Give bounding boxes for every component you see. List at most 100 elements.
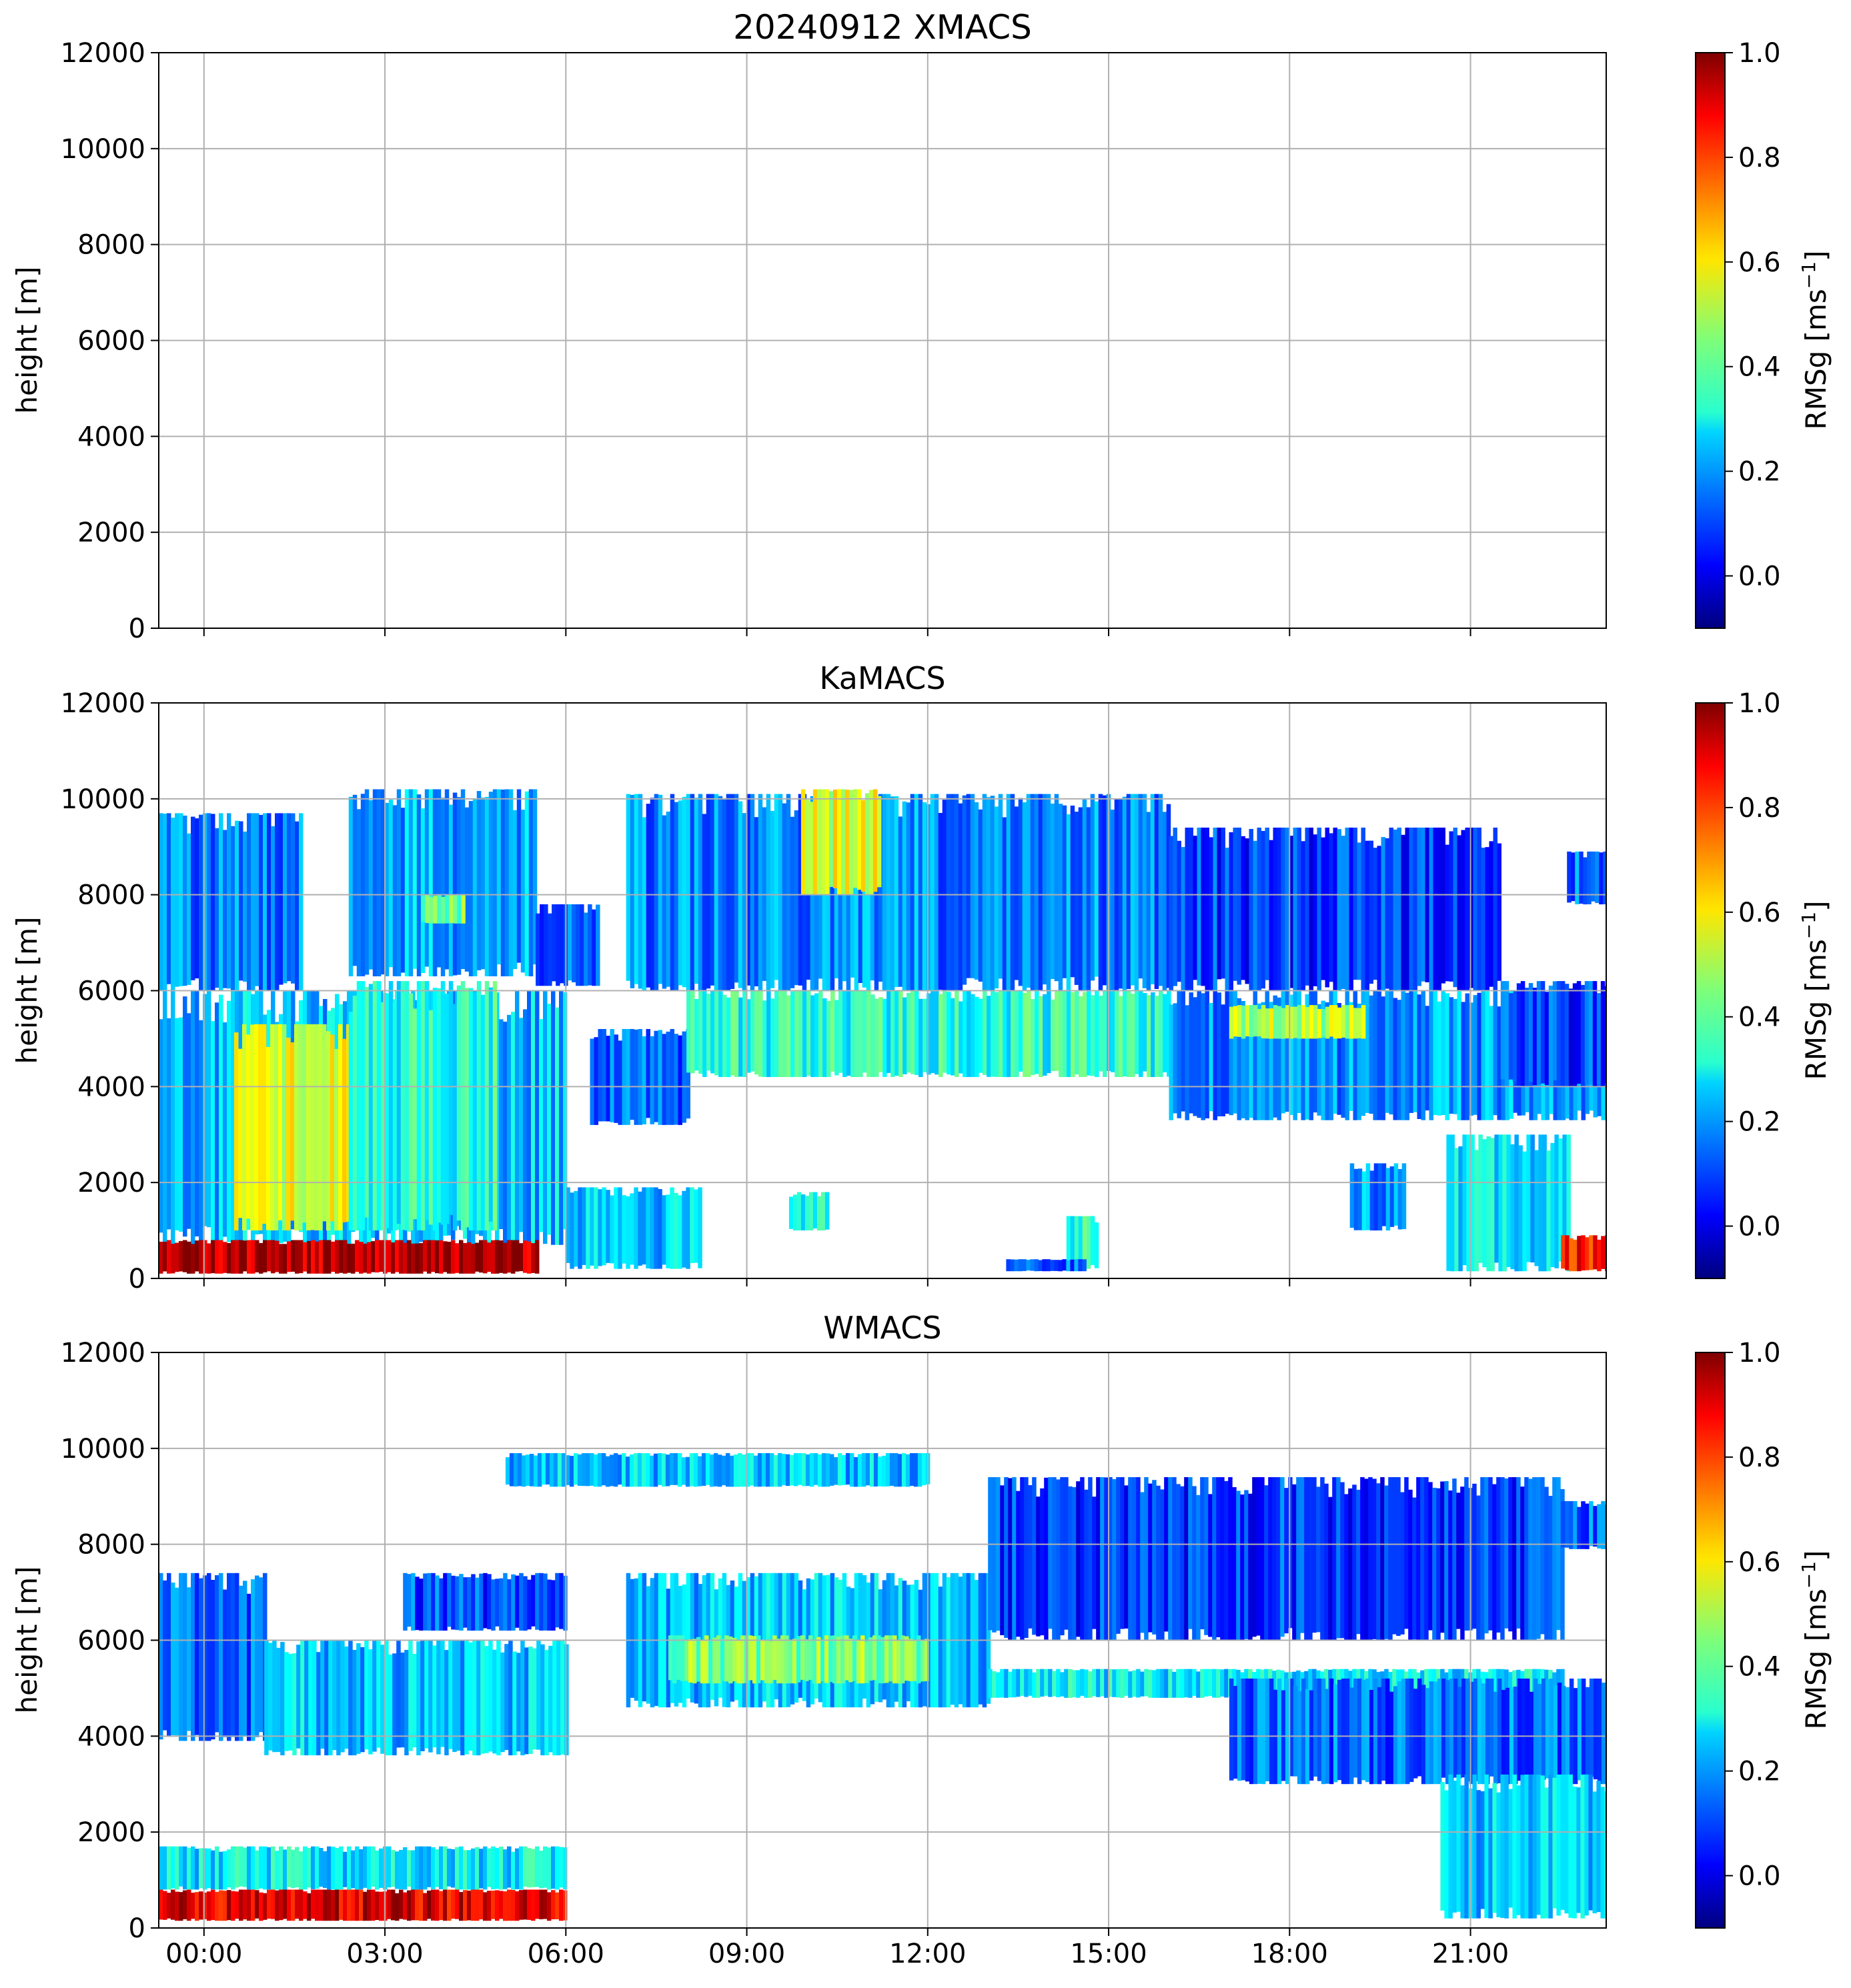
echo-column (1532, 988, 1537, 1086)
echo-column (519, 1018, 524, 1232)
echo-column (597, 1453, 602, 1487)
echo-column (416, 1641, 421, 1756)
echo-column (845, 1453, 850, 1485)
echo-column (992, 1671, 997, 1698)
echo-column (1022, 802, 1027, 991)
echo-column (680, 1635, 685, 1681)
echo-column (788, 1639, 793, 1684)
echo-column (291, 1240, 295, 1272)
echo-column (1253, 990, 1257, 1120)
echo-column (223, 1242, 227, 1273)
echo-column (171, 1583, 175, 1735)
echo-column (1450, 1134, 1455, 1272)
echo-column (195, 990, 199, 1236)
echo-column (163, 1242, 167, 1272)
echo-column (662, 1034, 666, 1125)
echo-column (1433, 990, 1437, 1115)
echo-column (363, 1846, 368, 1888)
echo-column (1317, 1004, 1321, 1116)
echo-region (159, 1240, 540, 1274)
echo-column (788, 1196, 794, 1229)
echo-column (1204, 1477, 1209, 1635)
echo-column (551, 1846, 556, 1889)
echo-column (179, 1846, 183, 1887)
colorbar-tick-label: 0.0 (1738, 562, 1781, 592)
echo-column (650, 1036, 654, 1124)
echo-column (696, 1637, 701, 1682)
echo-column (159, 1573, 163, 1740)
echo-column (1185, 1005, 1189, 1120)
echo-column (1552, 981, 1558, 1080)
echo-column (905, 1454, 910, 1487)
x-tick-label: 12:00 (889, 1939, 966, 1969)
echo-column (618, 1040, 622, 1125)
echo-column (503, 1242, 508, 1274)
echo-column (259, 1846, 263, 1889)
echo-column (509, 1453, 514, 1486)
echo-column (1245, 1679, 1250, 1782)
echo-column (621, 1453, 626, 1487)
echo-column (982, 794, 987, 991)
echo-column (930, 794, 935, 991)
y-tick-label: 6000 (77, 1626, 145, 1657)
echo-column (1308, 1669, 1313, 1697)
echo-column (1544, 992, 1550, 1085)
echo-column (1584, 1774, 1589, 1916)
echo-column (1433, 1681, 1438, 1785)
echo-column (1353, 828, 1357, 980)
echo-column (191, 816, 195, 980)
echo-column (255, 1240, 259, 1272)
echo-column (1466, 1134, 1471, 1272)
echo-column (1464, 1774, 1469, 1919)
echo-column (570, 1192, 574, 1269)
echo-column (1349, 1005, 1354, 1039)
echo-column (698, 1187, 702, 1268)
echo-column (1018, 1259, 1023, 1272)
echo-column (251, 1846, 255, 1890)
echo-column (625, 1456, 630, 1487)
echo-column (539, 1889, 544, 1919)
echo-column (268, 1643, 273, 1751)
echo-column (436, 1640, 441, 1755)
colorbar-tick-label: 0.8 (1738, 1442, 1781, 1473)
echo-column (215, 828, 219, 988)
echo-column (1540, 1477, 1545, 1635)
echo-column (1485, 1679, 1490, 1785)
echo-column (894, 990, 899, 1076)
echo-column (1583, 857, 1588, 905)
echo-column (1016, 1669, 1021, 1697)
echo-column (975, 996, 979, 1077)
echo-column (1364, 1478, 1369, 1641)
echo-column (1010, 1259, 1015, 1272)
echo-column (805, 1454, 810, 1486)
echo-column (379, 1891, 384, 1921)
echo-column (1260, 1477, 1265, 1641)
echo-column (1521, 1679, 1526, 1780)
echo-column (275, 1240, 279, 1272)
echo-column (527, 1848, 532, 1888)
echo-column (837, 1453, 842, 1486)
echo-column (479, 1889, 484, 1920)
echo-column (1416, 1477, 1421, 1641)
echo-column (686, 1573, 691, 1699)
echo-column (816, 789, 822, 895)
echo-column (491, 1891, 496, 1919)
echo-column (1325, 1006, 1330, 1039)
echo-column (1588, 1774, 1593, 1911)
echo-column (1445, 993, 1449, 1120)
echo-column (255, 1890, 259, 1919)
echo-column (610, 1195, 614, 1264)
echo-column (443, 1889, 448, 1921)
echo-column (1385, 990, 1389, 1113)
echo-column (1528, 1669, 1533, 1697)
echo-column (171, 990, 175, 1245)
echo-column (1425, 1006, 1429, 1111)
echo-column (547, 1579, 552, 1631)
echo-column (1110, 810, 1115, 991)
echo-column (650, 1578, 655, 1708)
echo-column (1012, 1477, 1017, 1641)
echo-column (698, 794, 703, 991)
echo-column (753, 1455, 758, 1487)
echo-column (971, 994, 975, 1077)
echo-column (548, 913, 552, 986)
